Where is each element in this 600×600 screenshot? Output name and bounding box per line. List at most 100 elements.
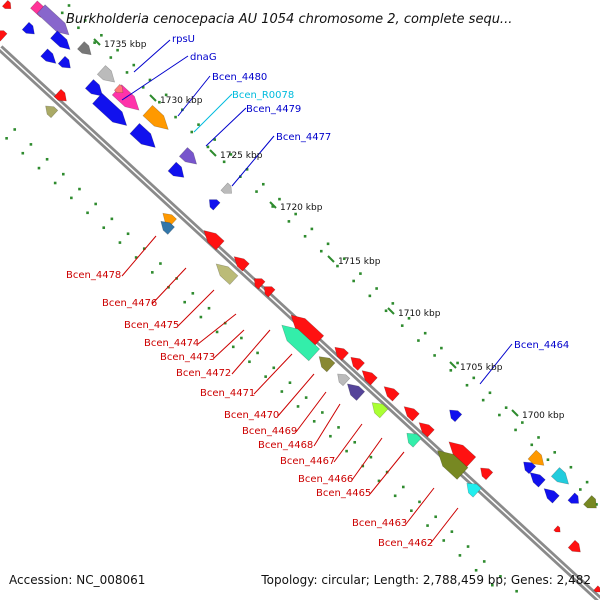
tick-dot	[488, 391, 492, 395]
gene-arrow	[553, 525, 561, 533]
gene-arrow	[92, 92, 128, 126]
tick-dot	[61, 172, 65, 176]
tick-dot	[474, 568, 478, 572]
leader-line	[121, 55, 189, 101]
tick-dot	[45, 157, 49, 161]
tick-dot	[368, 294, 372, 298]
leader-line	[429, 507, 459, 545]
gene-label: Bcen_4466	[298, 474, 353, 485]
tick-dot	[159, 262, 162, 265]
tick-dot	[434, 515, 437, 519]
gene-label: Bcen_4468	[258, 440, 313, 451]
tick-mark	[209, 149, 217, 157]
gene-arrow	[337, 373, 351, 387]
gene-label: Bcen_4467	[280, 456, 335, 467]
tick-dot	[433, 354, 436, 357]
tick-dot	[458, 554, 462, 557]
tick-dot	[336, 264, 339, 268]
tick-dot	[125, 71, 129, 74]
tick-mark	[511, 409, 519, 417]
gene-arrow	[406, 432, 422, 448]
gene-label: Bcen_4476	[102, 298, 157, 309]
tick-dot	[345, 449, 348, 453]
gene-label: Bcen_4473	[160, 352, 215, 363]
gene-arrow	[403, 406, 420, 422]
gene-label: Bcen_4474	[144, 338, 199, 349]
tick-label: 1735 kbp	[104, 40, 147, 50]
topology-text: Topology: circular; Length: 2,788,459 bp…	[261, 573, 591, 587]
tick-dot	[456, 361, 459, 365]
tick-dot	[60, 11, 64, 15]
tick-dot	[126, 232, 130, 236]
tick-dot	[110, 217, 114, 221]
gene-label: Bcen_4463	[352, 518, 407, 529]
gene-arrow	[0, 30, 8, 42]
leader-line	[253, 353, 293, 395]
gene-arrow	[21, 21, 35, 35]
tick-dot	[288, 381, 292, 385]
tick-dot	[407, 316, 411, 320]
gene-label: Bcen_R0078	[232, 90, 294, 101]
tick-dot	[278, 197, 281, 201]
tick-dot	[499, 575, 502, 578]
tick-dot	[245, 168, 249, 171]
tick-dot	[190, 130, 194, 134]
tick-label: 1710 kbp	[398, 309, 441, 319]
tick-dot	[426, 524, 429, 527]
tick-dot	[450, 530, 454, 533]
leader-line	[213, 329, 245, 359]
gene-arrow	[583, 495, 597, 509]
tick-dot	[181, 108, 184, 112]
tick-label: 1700 kbp	[522, 411, 565, 421]
tick-dot	[319, 249, 323, 253]
tick-dot	[164, 93, 168, 97]
tick-dot	[78, 187, 81, 191]
leader-line	[369, 451, 405, 495]
tick-dot	[264, 375, 267, 378]
tick-dot	[83, 19, 87, 22]
gene-arrow	[529, 472, 546, 488]
tick-dot	[21, 151, 25, 155]
tick-dot	[167, 285, 170, 289]
tick-dot	[400, 324, 404, 327]
tick-dot	[148, 78, 152, 82]
tick-dot	[491, 583, 494, 587]
gene-arrow	[36, 4, 70, 36]
leader-line	[231, 329, 271, 375]
gene-label: Bcen_4464	[514, 340, 569, 351]
tick-dot	[199, 315, 203, 319]
tick-mark	[269, 201, 277, 209]
tick-dot	[5, 137, 8, 140]
gene-arrow	[167, 161, 185, 178]
tick-dot	[326, 242, 330, 246]
tick-dot	[337, 426, 340, 429]
tick-dot	[384, 309, 388, 313]
gene-label: Bcen_4478	[66, 270, 121, 281]
tick-dot	[94, 202, 97, 206]
tick-dot	[393, 494, 397, 498]
leader-line	[295, 391, 327, 433]
tick-dot	[70, 196, 73, 200]
tick-dot	[423, 331, 427, 335]
gene-label: Bcen_4472	[176, 368, 231, 379]
tick-dot	[537, 436, 540, 439]
tick-dot	[369, 455, 373, 459]
tick-dot	[102, 226, 106, 229]
tick-dot	[206, 145, 210, 149]
gene-arrow	[45, 105, 59, 119]
gene-arrow	[253, 278, 266, 290]
tick-label: 1715 kbp	[338, 257, 381, 267]
tick-dot	[261, 182, 265, 186]
tick-dot	[280, 390, 284, 393]
tick-dot	[240, 336, 243, 340]
tick-dot	[174, 115, 177, 119]
tick-dot	[77, 26, 80, 30]
tick-dot	[417, 339, 420, 342]
tick-dot	[229, 153, 233, 156]
gene-arrow	[233, 256, 250, 272]
tick-dot	[569, 465, 573, 469]
tick-dot	[515, 589, 518, 593]
gene-arrow	[160, 220, 175, 235]
gene-arrow	[1, 0, 12, 10]
